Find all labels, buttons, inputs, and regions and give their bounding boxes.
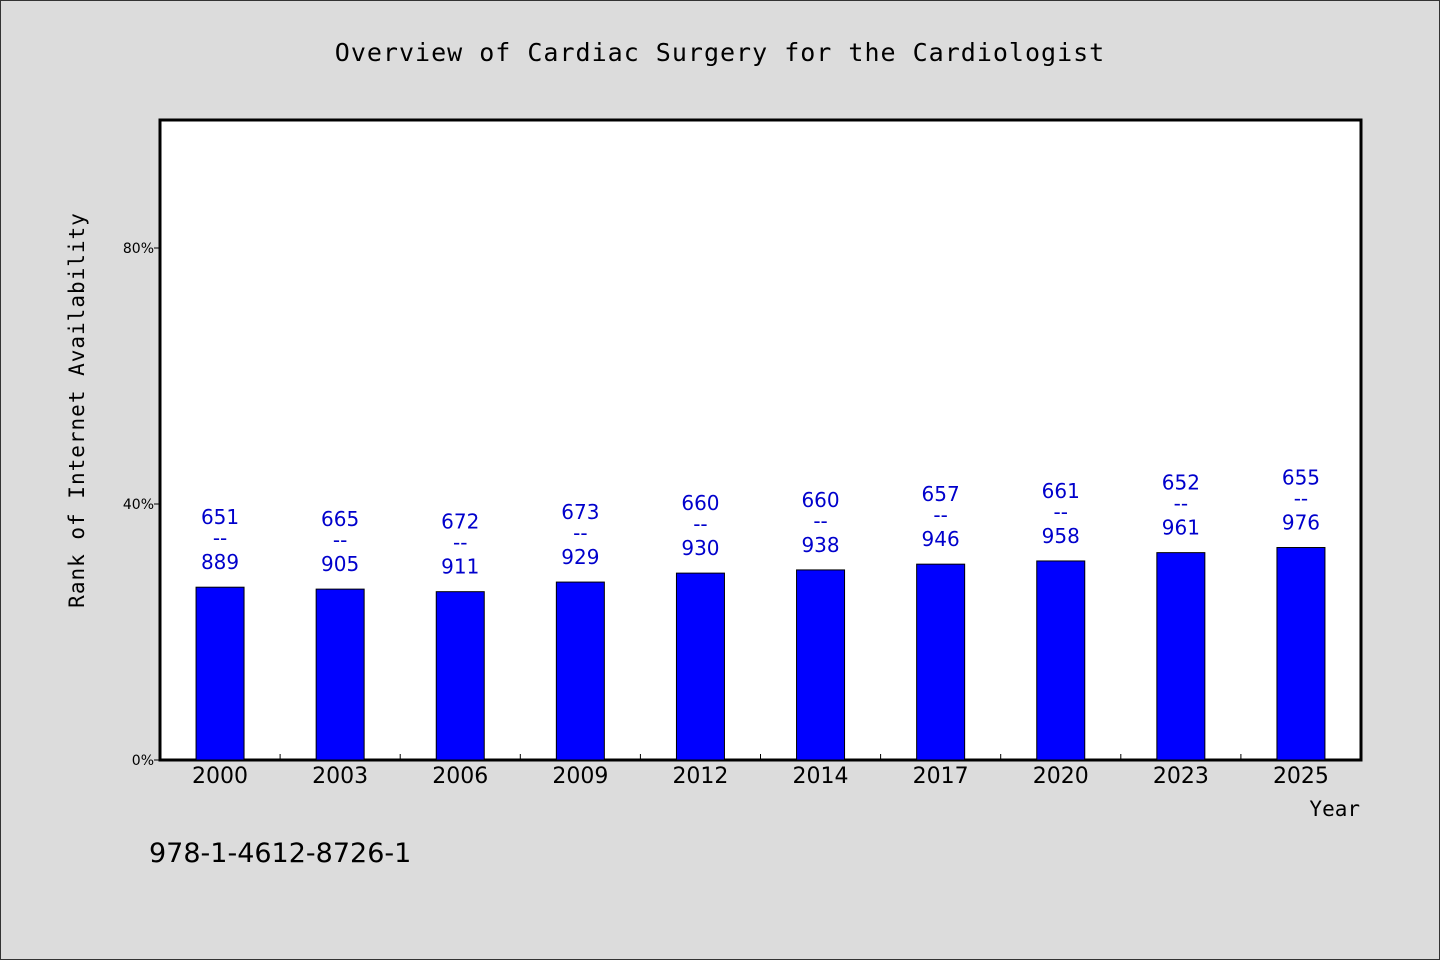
- data-label-bottom: 961: [1162, 516, 1200, 540]
- data-labels: 651--889665--905672--911673--929660--930…: [201, 466, 1320, 579]
- data-label-separator: --: [453, 531, 467, 555]
- bar: [1276, 547, 1326, 761]
- bar: [675, 572, 725, 761]
- y-tick-label: 0%: [132, 753, 154, 769]
- bar: [1156, 552, 1206, 761]
- bar: [555, 581, 605, 761]
- data-label-separator: --: [573, 521, 587, 545]
- data-label-bottom: 976: [1282, 511, 1320, 535]
- data-label-separator: --: [693, 512, 707, 536]
- bar: [435, 591, 485, 761]
- x-tick-label: 2000: [192, 764, 248, 789]
- x-tick-label: 2017: [913, 764, 969, 789]
- data-label-bottom: 930: [681, 536, 719, 560]
- bar: [315, 588, 365, 761]
- data-label-bottom: 905: [321, 552, 359, 576]
- data-label-bottom: 938: [801, 533, 839, 557]
- x-tick-label: 2025: [1273, 764, 1329, 789]
- bar: [796, 569, 846, 761]
- data-label-bottom: 889: [201, 550, 239, 574]
- data-label-top: 651: [201, 505, 239, 529]
- data-label-top: 665: [321, 507, 359, 531]
- data-label-separator: --: [813, 509, 827, 533]
- data-label-top: 657: [922, 482, 960, 506]
- data-label-top: 652: [1162, 471, 1200, 495]
- x-tick-label: 2006: [432, 764, 488, 789]
- bar: [195, 586, 245, 761]
- data-label-bottom: 958: [1042, 524, 1080, 548]
- chart-title: Overview of Cardiac Surgery for the Card…: [335, 38, 1105, 67]
- x-tick-label: 2020: [1033, 764, 1089, 789]
- bar-series: [195, 547, 1326, 761]
- data-label-top: 672: [441, 510, 479, 534]
- data-label-separator: --: [213, 526, 227, 550]
- y-axis: 0% 40% 80%: [123, 241, 160, 769]
- x-tick-label: 2012: [672, 764, 728, 789]
- x-axis-label: Year: [1309, 797, 1360, 821]
- data-label-top: 673: [561, 500, 599, 524]
- x-axis: 2000 2003 2006 2009 2012 2014 2017 2020 2023 2025: [192, 754, 1329, 789]
- data-label-top: 660: [801, 488, 839, 512]
- bar: [1036, 560, 1086, 761]
- data-label-separator: --: [1174, 492, 1188, 516]
- data-label-bottom: 929: [561, 545, 599, 569]
- x-tick-label: 2014: [793, 764, 849, 789]
- bar: [916, 563, 966, 761]
- y-axis-label: Rank of Internet Availability: [65, 212, 89, 608]
- data-label-separator: --: [1294, 487, 1308, 511]
- data-label-separator: --: [1054, 500, 1068, 524]
- x-tick-label: 2023: [1153, 764, 1209, 789]
- data-label-top: 655: [1282, 466, 1320, 490]
- data-label-bottom: 946: [922, 527, 960, 551]
- x-tick-label: 2009: [552, 764, 608, 789]
- data-label-separator: --: [333, 528, 347, 552]
- isbn-footnote: 978-1-4612-8726-1: [149, 838, 411, 869]
- data-label-bottom: 911: [441, 555, 479, 579]
- data-label-top: 661: [1042, 479, 1080, 503]
- y-tick-label: 40%: [123, 497, 154, 513]
- y-tick-label: 80%: [123, 241, 154, 257]
- data-label-top: 660: [681, 491, 719, 515]
- data-label-separator: --: [933, 503, 947, 527]
- x-tick-label: 2003: [312, 764, 368, 789]
